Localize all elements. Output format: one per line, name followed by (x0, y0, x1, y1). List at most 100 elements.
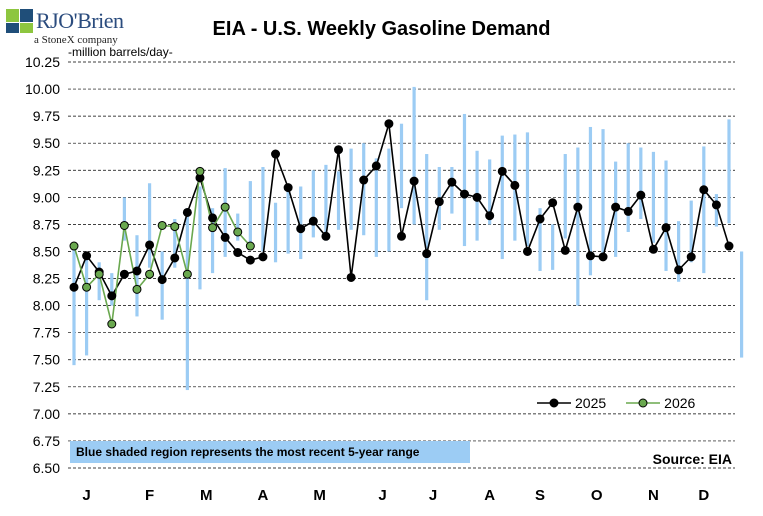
range-bar (576, 147, 580, 306)
point-2025 (220, 232, 230, 242)
range-bar (362, 143, 366, 236)
chart-title: EIA - U.S. Weekly Gasoline Demand (212, 18, 551, 40)
point-2025 (535, 214, 545, 224)
range-bar (525, 132, 530, 247)
range-bar (588, 126, 593, 276)
range-bar (677, 221, 681, 282)
y-tick-label: 10.25 (25, 54, 60, 70)
point-2025 (119, 269, 129, 279)
point-2026 (132, 284, 142, 294)
range-bar (538, 208, 542, 271)
point-2025 (459, 189, 469, 199)
y-tick-label: 6.75 (33, 433, 60, 449)
point-2026 (107, 319, 117, 329)
point-2025 (636, 190, 646, 200)
point-2025 (321, 231, 331, 241)
range-bar (500, 135, 504, 260)
y-tick-label: 7.00 (33, 406, 60, 422)
range-bar (84, 256, 89, 356)
y-tick-label: 8.00 (33, 298, 60, 314)
point-2026 (182, 269, 192, 279)
legend-item-2025: 2025 (535, 395, 606, 411)
point-2025 (69, 282, 79, 292)
logo-brand-text: RJO'Brien (36, 8, 124, 33)
point-2025 (434, 197, 444, 207)
point-2025 (573, 202, 583, 212)
range-bar (349, 148, 353, 230)
range-bar (374, 158, 378, 257)
point-2025 (397, 231, 406, 241)
x-month-label: D (698, 487, 709, 504)
y-axis-unit-label: -million barrels/day- (68, 45, 173, 59)
point-2026 (195, 166, 205, 176)
legend-marker-2026 (626, 398, 661, 408)
range-bar (488, 159, 492, 225)
logo-sub-text: a StoneX company (34, 34, 118, 46)
point-2025 (283, 183, 293, 193)
legend-label-2025: 2025 (575, 395, 607, 411)
point-2025 (510, 180, 520, 190)
point-2025 (724, 241, 734, 251)
point-2025 (409, 176, 419, 186)
range-bar (664, 160, 668, 271)
point-2025 (686, 252, 696, 262)
point-2025 (384, 119, 394, 129)
point-2025 (497, 166, 507, 176)
y-tick-label: 9.75 (33, 108, 60, 124)
range-bar (210, 208, 215, 274)
x-month-label: A (258, 487, 269, 504)
point-2025 (245, 255, 255, 265)
legend-label-2026: 2026 (664, 395, 696, 411)
x-month-label: F (145, 487, 154, 504)
range-bar (147, 183, 152, 268)
point-2025 (585, 251, 595, 261)
brand-logo: RJO'Brien a StoneX company (6, 6, 124, 50)
range-bar (739, 251, 744, 358)
range-bar (223, 168, 227, 257)
point-2025 (522, 246, 532, 256)
y-tick-label: 10.00 (25, 81, 60, 97)
y-tick-label: 9.25 (33, 162, 60, 178)
x-month-label: O (591, 487, 603, 504)
range-bar (462, 113, 467, 247)
x-month-label: J (378, 487, 386, 504)
range-bar (185, 208, 189, 391)
point-2025 (334, 145, 344, 155)
point-2025 (648, 244, 658, 254)
point-2025 (359, 175, 369, 185)
range-bar (160, 251, 164, 320)
range-bar (248, 181, 252, 247)
point-2025 (132, 266, 142, 276)
range-bar (563, 154, 567, 239)
range-note: Blue shaded region represents the most r… (70, 441, 470, 463)
range-bar (261, 167, 265, 252)
range-bar (324, 164, 328, 241)
x-month-label: N (648, 487, 659, 504)
point-2025 (548, 198, 558, 208)
point-2025 (485, 211, 495, 221)
range-bar (299, 186, 303, 260)
point-2025 (157, 275, 167, 285)
point-2026 (245, 241, 255, 251)
y-tick-label: 6.50 (33, 460, 60, 476)
range-bar (727, 119, 731, 224)
x-month-label: S (535, 487, 545, 504)
y-tick-labels: 10.25 10.00 9.75 9.50 9.25 9.00 8.75 8.50 8.25 8.… (25, 54, 60, 476)
point-2025 (472, 192, 482, 202)
range-bar (97, 262, 101, 301)
point-2025 (145, 240, 155, 250)
range-bar (450, 167, 454, 214)
y-tick-label: 8.75 (33, 216, 60, 232)
point-2025 (611, 202, 621, 212)
logo-mark-icon (6, 9, 33, 33)
x-month-label: M (313, 487, 326, 504)
range-bar (72, 246, 76, 366)
range-bar (135, 235, 139, 317)
range-bar (236, 213, 240, 241)
point-2025 (447, 177, 457, 187)
point-2026 (220, 202, 230, 212)
point-2025 (208, 213, 218, 223)
point-2025 (598, 252, 608, 262)
point-2025 (308, 216, 318, 226)
